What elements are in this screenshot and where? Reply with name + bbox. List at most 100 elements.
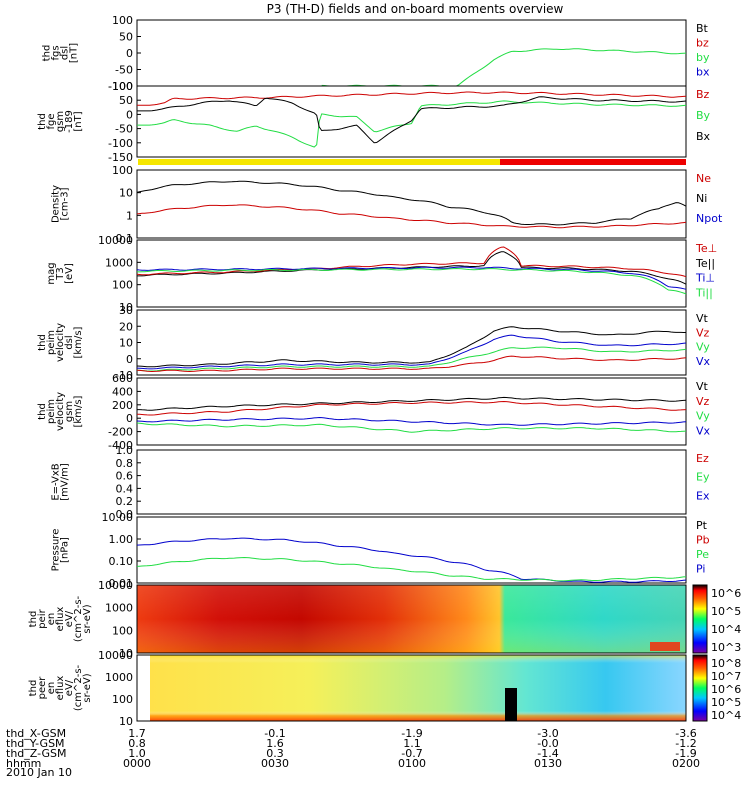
- panel-peer_spec: 10000 1000 100 10 thdpeerenefluxeV/(cm^2-s-s…: [28, 649, 741, 728]
- y-tick-label: 50: [119, 94, 133, 107]
- y-tick-label: 1000: [105, 602, 133, 615]
- y-tick-label: 1000: [105, 256, 133, 269]
- legend-ez: Ez: [696, 452, 709, 465]
- y-tick-label: 1000: [105, 671, 133, 684]
- y-axis-label-line: (cm^2-s-: [73, 595, 84, 642]
- panel-efield: 1.00.80.60.40.20.0 E=-VxB[mV/m] Ez Ey Ex: [51, 444, 710, 521]
- legend-npot: Npot: [696, 212, 723, 225]
- y-tick-label: -100: [108, 80, 133, 93]
- series-ti||: [136, 267, 687, 295]
- colorbar-tick-label: 10^6: [711, 683, 741, 696]
- spectrogram-peer-shading: [150, 655, 686, 721]
- series-ni: [136, 180, 687, 226]
- series-te⊥: [136, 246, 687, 278]
- series-vx: [136, 334, 687, 370]
- x-axis-value: 0.8: [128, 737, 146, 750]
- y-axis-label-line: sr-eV): [82, 604, 93, 633]
- y-axis-label-line: thd: [28, 680, 39, 697]
- x-axis-value: 0100: [398, 757, 426, 770]
- series-pi: [136, 537, 687, 583]
- y-axis-label-line: en: [46, 682, 57, 695]
- legend-bt: Bt: [696, 22, 709, 35]
- panel-density: 100 10 1 0.1 Density[cm-3] Ne Ni Npot: [51, 164, 723, 245]
- panel-frame: [136, 169, 687, 239]
- y-axis-label-line: [nT]: [73, 111, 84, 131]
- y-axis-label-line: [cm-3]: [60, 187, 71, 220]
- y-tick-label: 10000: [98, 579, 133, 592]
- legend-vt: Vt: [696, 312, 709, 325]
- y-tick-label: 400: [112, 385, 133, 398]
- y-tick-label: 20: [119, 320, 133, 333]
- colorbar-tick-label: 10^7: [711, 670, 741, 683]
- series-vy: [136, 422, 687, 433]
- x-axis-value: -0.0: [537, 737, 558, 750]
- legend-by: by: [696, 51, 710, 64]
- x-axis-value: 0000: [123, 757, 151, 770]
- y-axis-label-line: fge: [46, 113, 57, 129]
- y-axis-label-line: [km/s]: [73, 326, 84, 358]
- legend-by: By: [696, 109, 711, 122]
- y-axis-label-line: [km/s]: [73, 395, 84, 427]
- y-tick-label: 0: [126, 412, 133, 425]
- y-tick-label: 10: [119, 337, 133, 350]
- series-vy: [136, 346, 687, 372]
- panels: 100500-50-100thdfgsdsl[nT]Btbzbybx-10050…: [28, 14, 741, 728]
- legend-vz: Vz: [696, 326, 710, 339]
- x-axis-value: 1.7: [128, 727, 146, 740]
- y-axis-label-line: peir: [37, 608, 48, 628]
- series-bx: [137, 96, 687, 144]
- x-axis-value: 0030: [261, 757, 289, 770]
- spectrogram-peir-shading: [137, 585, 686, 653]
- y-axis-label-line: [eV]: [64, 263, 75, 284]
- y-tick-label: 0.8: [116, 457, 134, 470]
- legend-vz: Vz: [696, 395, 710, 408]
- series-bz: [137, 91, 687, 106]
- y-axis-label-line: thd: [37, 334, 48, 351]
- x-axis-value: -3.0: [537, 727, 558, 740]
- spectrogram-peer-gap: [137, 655, 150, 721]
- y-axis-label-line: peer: [37, 676, 48, 700]
- y-tick-label: 0.10: [109, 555, 134, 568]
- legend-bx: bx: [696, 66, 710, 79]
- y-tick-label: 10: [119, 647, 133, 660]
- quality-bar-good: [138, 159, 500, 165]
- y-tick-label: 600: [112, 372, 133, 385]
- y-axis-label-line: gsm: [64, 401, 75, 422]
- y-axis-label-line: eflux: [55, 676, 66, 701]
- y-axis-label-line: thd: [28, 611, 39, 628]
- panel-frame: [136, 85, 687, 158]
- panel-fge_gsm: -100500-50-100-150thdfgegsm-189[nT]BzByB…: [37, 80, 711, 164]
- x-axis-value: -1.9: [401, 727, 422, 740]
- y-tick-label: 10: [119, 715, 133, 728]
- y-axis-label-line: velocity: [55, 323, 66, 362]
- legend-pi: Pi: [696, 563, 705, 576]
- y-tick-label: 0.0: [116, 508, 134, 521]
- y-tick-label: 50: [119, 31, 133, 44]
- panel-frame: [136, 239, 687, 308]
- y-axis-label-line: en: [46, 613, 57, 626]
- y-tick-label: 100: [112, 14, 133, 27]
- y-tick-label: 100: [112, 279, 133, 292]
- spectrogram-peir: [136, 584, 708, 654]
- series-vx: [136, 416, 687, 426]
- x-axis-row-label: thd_Z-GSM: [6, 747, 66, 760]
- y-tick-label: -10: [115, 369, 133, 382]
- y-axis-label-line: gsm: [55, 111, 66, 132]
- legend-te||: Te||: [695, 257, 715, 270]
- legend-vx: Vx: [696, 355, 711, 368]
- series-vz: [136, 355, 687, 373]
- legend-bx: Bx: [696, 130, 711, 143]
- date-label: 2010 Jan 10: [6, 766, 72, 779]
- y-axis-label-line: thd: [37, 403, 48, 420]
- x-axis-value: -0.1: [264, 727, 285, 740]
- y-tick-label: 30: [119, 304, 133, 317]
- legend-vy: Vy: [696, 341, 710, 354]
- panel-frame: [136, 377, 687, 446]
